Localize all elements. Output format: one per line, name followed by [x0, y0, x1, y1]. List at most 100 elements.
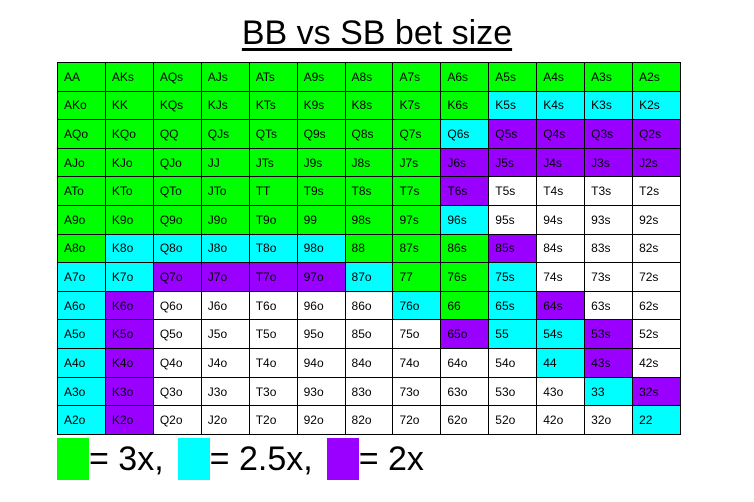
hand-cell-T8s: T8s: [344, 176, 394, 207]
grid-row: AQo KQo QQ QJs QTs Q9s Q8s Q7s Q6s Q5s Q4s Q3s Q2s: [57, 119, 681, 149]
hand-cell-96s: 96s: [440, 205, 490, 235]
grid-row: A6o K6o Q6o J6o T6o 96o 86o 76o 66 65s 64s 63s 62s: [57, 290, 681, 321]
hand-cell-65s: 65s: [488, 290, 538, 321]
hand-cell-43s: 43s: [584, 348, 634, 378]
hand-cell-J3o: J3o: [200, 376, 250, 407]
hand-cell-87o: 87o: [344, 262, 394, 292]
hand-cell-K9o: K9o: [104, 205, 154, 235]
hand-cell-88: 88: [344, 233, 394, 264]
grid-row: AKo KK KQs KJs KTs K9s K8s K7s K6s K5s K4s K3s K2s: [57, 90, 681, 121]
hand-cell-A5s: A5s: [488, 62, 538, 92]
hand-cell-K8s: K8s: [344, 90, 394, 121]
hand-cell-A7s: A7s: [392, 62, 442, 92]
legend-label: = 2.5x,: [209, 439, 313, 478]
hand-cell-J6s: J6s: [440, 147, 490, 178]
grid-row: ATo KTo QTo JTo TT T9s T8s T7s T6s T5s T4s T3s T2s: [57, 176, 681, 207]
hand-cell-Q4o: Q4o: [152, 348, 202, 378]
hand-cell-AJs: AJs: [200, 62, 250, 92]
hand-cell-T2s: T2s: [632, 176, 681, 207]
hand-cell-AQs: AQs: [152, 62, 202, 92]
grid-row: A9o K9o Q9o J9o T9o 99 98s 97s 96s 95s 94s 93s 92s: [57, 205, 681, 235]
hand-cell-66: 66: [440, 290, 490, 321]
hand-cell-87s: 87s: [392, 233, 442, 264]
chart-title: BB vs SB bet size: [241, 14, 513, 52]
hand-cell-QTs: QTs: [248, 119, 298, 149]
hand-cell-A4s: A4s: [536, 62, 586, 92]
hand-cell-99: 99: [296, 205, 346, 235]
hand-cell-J3s: J3s: [584, 147, 634, 178]
legend-swatch: [326, 438, 359, 480]
hand-cell-22: 22: [632, 405, 681, 435]
hand-cell-A6s: A6s: [440, 62, 490, 92]
hand-cell-75s: 75s: [488, 262, 538, 292]
hand-cell-84o: 84o: [344, 348, 394, 378]
hand-cell-J2o: J2o: [200, 405, 250, 435]
hand-cell-J8s: J8s: [344, 147, 394, 178]
hand-cell-42o: 42o: [536, 405, 586, 435]
hand-cell-J5s: J5s: [488, 147, 538, 178]
hand-cell-J9s: J9s: [296, 147, 346, 178]
hand-cell-98s: 98s: [344, 205, 394, 235]
hand-cell-K3o: K3o: [104, 376, 154, 407]
hand-cell-QTo: QTo: [152, 176, 202, 207]
hand-cell-83s: 83s: [584, 233, 634, 264]
hand-cell-T9o: T9o: [248, 205, 298, 235]
hand-cell-A6o: A6o: [57, 290, 106, 321]
hand-cell-86s: 86s: [440, 233, 490, 264]
hand-cell-K7o: K7o: [104, 262, 154, 292]
hand-cell-54s: 54s: [536, 319, 586, 350]
hand-cell-T6o: T6o: [248, 290, 298, 321]
hand-cell-T3s: T3s: [584, 176, 634, 207]
hand-cell-Q2s: Q2s: [632, 119, 681, 149]
hand-cell-95s: 95s: [488, 205, 538, 235]
hand-cell-T2o: T2o: [248, 405, 298, 435]
hand-range-grid: AA AKs AQs AJs ATs A9s A8s A7s A6s A5s A4s A3s A2s AK…: [57, 62, 681, 435]
hand-cell-97o: 97o: [296, 262, 346, 292]
grid-row: A4o K4o Q4o J4o T4o 94o 84o 74o 64o 54o 44 43s 42s: [57, 348, 681, 378]
hand-cell-92o: 92o: [296, 405, 346, 435]
hand-cell-Q3o: Q3o: [152, 376, 202, 407]
legend-swatch: [177, 438, 210, 480]
hand-cell-74o: 74o: [392, 348, 442, 378]
hand-cell-72o: 72o: [392, 405, 442, 435]
hand-cell-63s: 63s: [584, 290, 634, 321]
hand-cell-A8s: A8s: [344, 62, 394, 92]
hand-cell-KK: KK: [104, 90, 154, 121]
hand-cell-AQo: AQo: [57, 119, 106, 149]
grid-row: A7o K7o Q7o J7o T7o 97o 87o 77 76s 75s 74s 73s 72s: [57, 262, 681, 292]
hand-cell-AKo: AKo: [57, 90, 106, 121]
hand-cell-Q5o: Q5o: [152, 319, 202, 350]
hand-cell-64s: 64s: [536, 290, 586, 321]
hand-cell-K7s: K7s: [392, 90, 442, 121]
hand-cell-42s: 42s: [632, 348, 681, 378]
hand-cell-65o: 65o: [440, 319, 490, 350]
hand-cell-J4o: J4o: [200, 348, 250, 378]
hand-cell-AJo: AJo: [57, 147, 106, 178]
hand-cell-K4o: K4o: [104, 348, 154, 378]
hand-cell-55: 55: [488, 319, 538, 350]
hand-cell-93s: 93s: [584, 205, 634, 235]
hand-cell-98o: 98o: [296, 233, 346, 264]
hand-cell-T4s: T4s: [536, 176, 586, 207]
hand-cell-J4s: J4s: [536, 147, 586, 178]
hand-cell-44: 44: [536, 348, 586, 378]
hand-cell-QJo: QJo: [152, 147, 202, 178]
hand-cell-73o: 73o: [392, 376, 442, 407]
hand-cell-AA: AA: [57, 62, 106, 92]
hand-cell-Q7s: Q7s: [392, 119, 442, 149]
hand-cell-76s: 76s: [440, 262, 490, 292]
hand-cell-Q7o: Q7o: [152, 262, 202, 292]
hand-cell-63o: 63o: [440, 376, 490, 407]
hand-cell-A2o: A2o: [57, 405, 106, 435]
hand-cell-A4o: A4o: [57, 348, 106, 378]
hand-cell-43o: 43o: [536, 376, 586, 407]
hand-cell-KJo: KJo: [104, 147, 154, 178]
hand-cell-J6o: J6o: [200, 290, 250, 321]
legend-label: = 3x,: [89, 439, 164, 478]
hand-cell-32s: 32s: [632, 376, 681, 407]
hand-cell-77: 77: [392, 262, 442, 292]
hand-cell-T4o: T4o: [248, 348, 298, 378]
hand-cell-K9s: K9s: [296, 90, 346, 121]
grid-row: A2o K2o Q2o J2o T2o 92o 82o 72o 62o 52o 42o 32o 22: [57, 405, 681, 435]
hand-cell-62s: 62s: [632, 290, 681, 321]
